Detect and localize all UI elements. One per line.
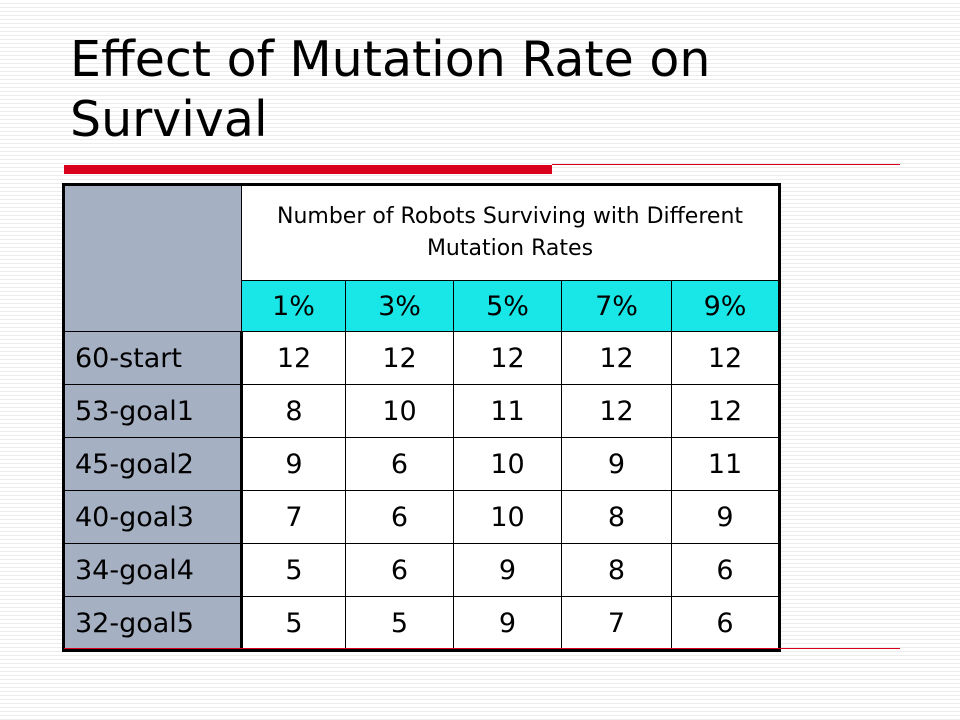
table-cell: 7 bbox=[241, 490, 346, 544]
table-cell: 8 bbox=[241, 384, 346, 438]
title-underline-accent bbox=[64, 165, 552, 174]
table-row: 53-goal1 8 10 11 12 12 bbox=[63, 384, 780, 438]
rate-header-cell: 5% bbox=[453, 280, 562, 332]
table-cell: 9 bbox=[453, 543, 562, 597]
row-label: 32-goal5 bbox=[63, 596, 243, 651]
table-row: 32-goal5 5 5 9 7 6 bbox=[63, 596, 780, 651]
table-cell: 6 bbox=[345, 543, 454, 597]
table-corner-cell bbox=[63, 184, 242, 332]
rate-header-cell: 7% bbox=[561, 280, 672, 332]
table-row: 34-goal4 5 6 9 8 6 bbox=[63, 543, 780, 597]
table-cell: 10 bbox=[453, 490, 562, 544]
table-row: 60-start 12 12 12 12 12 bbox=[63, 331, 780, 385]
table-row: 40-goal3 7 6 10 8 9 bbox=[63, 490, 780, 544]
table-cell: 5 bbox=[241, 543, 346, 597]
table-cell: 8 bbox=[561, 543, 672, 597]
table-cell: 12 bbox=[671, 384, 780, 438]
title-underline-rule bbox=[552, 164, 900, 165]
table-cell: 12 bbox=[345, 331, 454, 385]
row-label: 40-goal3 bbox=[63, 490, 243, 544]
table-cell: 8 bbox=[561, 490, 672, 544]
footer-rule bbox=[64, 648, 900, 649]
row-label: 53-goal1 bbox=[63, 384, 243, 438]
table-cell: 9 bbox=[671, 490, 780, 544]
row-label: 60-start bbox=[63, 331, 243, 385]
slide-title: Effect of Mutation Rate on Survival bbox=[70, 31, 711, 148]
table-cell: 9 bbox=[561, 437, 672, 491]
table-cell: 6 bbox=[345, 437, 454, 491]
table-cell: 12 bbox=[561, 331, 672, 385]
table-cell: 6 bbox=[671, 596, 780, 651]
table-cell: 6 bbox=[671, 543, 780, 597]
table-cell: 12 bbox=[561, 384, 672, 438]
survival-table: Number of Robots Surviving with Differen… bbox=[62, 183, 781, 652]
table-cell: 11 bbox=[671, 437, 780, 491]
row-label: 34-goal4 bbox=[63, 543, 243, 597]
table-cell: 9 bbox=[453, 596, 562, 651]
table-cell: 9 bbox=[241, 437, 346, 491]
table-cell: 5 bbox=[345, 596, 454, 651]
table-cell: 7 bbox=[561, 596, 672, 651]
table-cell: 10 bbox=[453, 437, 562, 491]
row-label: 45-goal2 bbox=[63, 437, 243, 491]
rate-header-cell: 1% bbox=[241, 280, 346, 332]
table-cell: 12 bbox=[453, 331, 562, 385]
table-cell: 12 bbox=[241, 331, 346, 385]
table-caption: Number of Robots Surviving with Differen… bbox=[241, 184, 780, 281]
table-cell: 5 bbox=[241, 596, 346, 651]
table-caption-row: Number of Robots Surviving with Differen… bbox=[63, 184, 780, 332]
table-cell: 12 bbox=[671, 331, 780, 385]
table-row: 45-goal2 9 6 10 9 11 bbox=[63, 437, 780, 491]
table-cell: 11 bbox=[453, 384, 562, 438]
mutation-rate-header-row: 1% 3% 5% 7% 9% bbox=[64, 280, 780, 332]
rate-header-cell: 3% bbox=[345, 280, 454, 332]
table-cell: 10 bbox=[345, 384, 454, 438]
rate-header-cell: 9% bbox=[671, 280, 780, 332]
table-cell: 6 bbox=[345, 490, 454, 544]
